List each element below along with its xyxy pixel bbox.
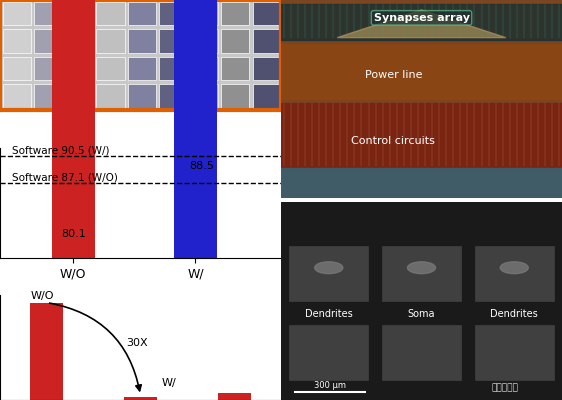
FancyBboxPatch shape [128,84,156,108]
FancyBboxPatch shape [65,29,93,53]
FancyBboxPatch shape [252,29,280,53]
FancyBboxPatch shape [97,29,125,53]
Bar [217,393,251,400]
Text: Software 87.1 (W/O): Software 87.1 (W/O) [12,173,118,183]
FancyBboxPatch shape [190,84,218,108]
FancyBboxPatch shape [252,2,280,25]
Bar [281,168,562,198]
Text: Soma: Soma [408,309,435,319]
FancyBboxPatch shape [97,2,125,25]
FancyBboxPatch shape [97,57,125,80]
Text: 88.5: 88.5 [189,161,214,171]
FancyBboxPatch shape [221,2,250,25]
Bar [289,246,368,301]
Text: Dendrites: Dendrites [491,309,538,319]
FancyBboxPatch shape [128,57,156,80]
FancyBboxPatch shape [159,57,187,80]
FancyBboxPatch shape [3,57,31,80]
Bar [281,44,562,99]
Bar [124,397,157,400]
Text: Synapses array: Synapses array [374,13,469,23]
FancyBboxPatch shape [190,2,218,25]
FancyBboxPatch shape [128,2,156,25]
FancyBboxPatch shape [252,84,280,108]
Polygon shape [337,10,506,38]
FancyBboxPatch shape [221,84,250,108]
Ellipse shape [500,262,528,274]
Bar [382,246,461,301]
Bar [289,325,368,380]
Text: 80.1: 80.1 [61,229,85,239]
Bar [475,246,554,301]
Bar [475,325,554,380]
Text: 300 μm: 300 μm [314,381,346,390]
FancyBboxPatch shape [221,29,250,53]
Text: W/: W/ [161,378,176,388]
FancyBboxPatch shape [65,57,93,80]
FancyBboxPatch shape [65,2,93,25]
Bar [52,0,94,258]
FancyBboxPatch shape [3,29,31,53]
Bar [281,103,562,168]
Bar [281,4,562,40]
Bar [382,325,461,380]
FancyBboxPatch shape [190,29,218,53]
FancyBboxPatch shape [34,2,62,25]
Text: Control circuits: Control circuits [351,136,436,146]
FancyBboxPatch shape [34,29,62,53]
Ellipse shape [407,262,436,274]
Text: W/O: W/O [30,291,54,301]
FancyBboxPatch shape [159,84,187,108]
Text: Dendrites: Dendrites [305,309,352,319]
Text: 30X: 30X [126,338,148,348]
FancyBboxPatch shape [190,57,218,80]
FancyBboxPatch shape [128,29,156,53]
Bar [30,302,63,400]
FancyBboxPatch shape [65,84,93,108]
FancyBboxPatch shape [159,29,187,53]
FancyBboxPatch shape [3,84,31,108]
Text: 电子发烧友: 电子发烧友 [492,383,519,392]
Bar [174,0,217,258]
FancyBboxPatch shape [159,2,187,25]
FancyBboxPatch shape [221,57,250,80]
FancyBboxPatch shape [34,84,62,108]
FancyBboxPatch shape [252,57,280,80]
Ellipse shape [315,262,343,274]
FancyBboxPatch shape [97,84,125,108]
Text: Power line: Power line [365,70,422,80]
FancyBboxPatch shape [3,2,31,25]
FancyBboxPatch shape [34,57,62,80]
Text: Software 90.5 (W/): Software 90.5 (W/) [12,145,110,155]
